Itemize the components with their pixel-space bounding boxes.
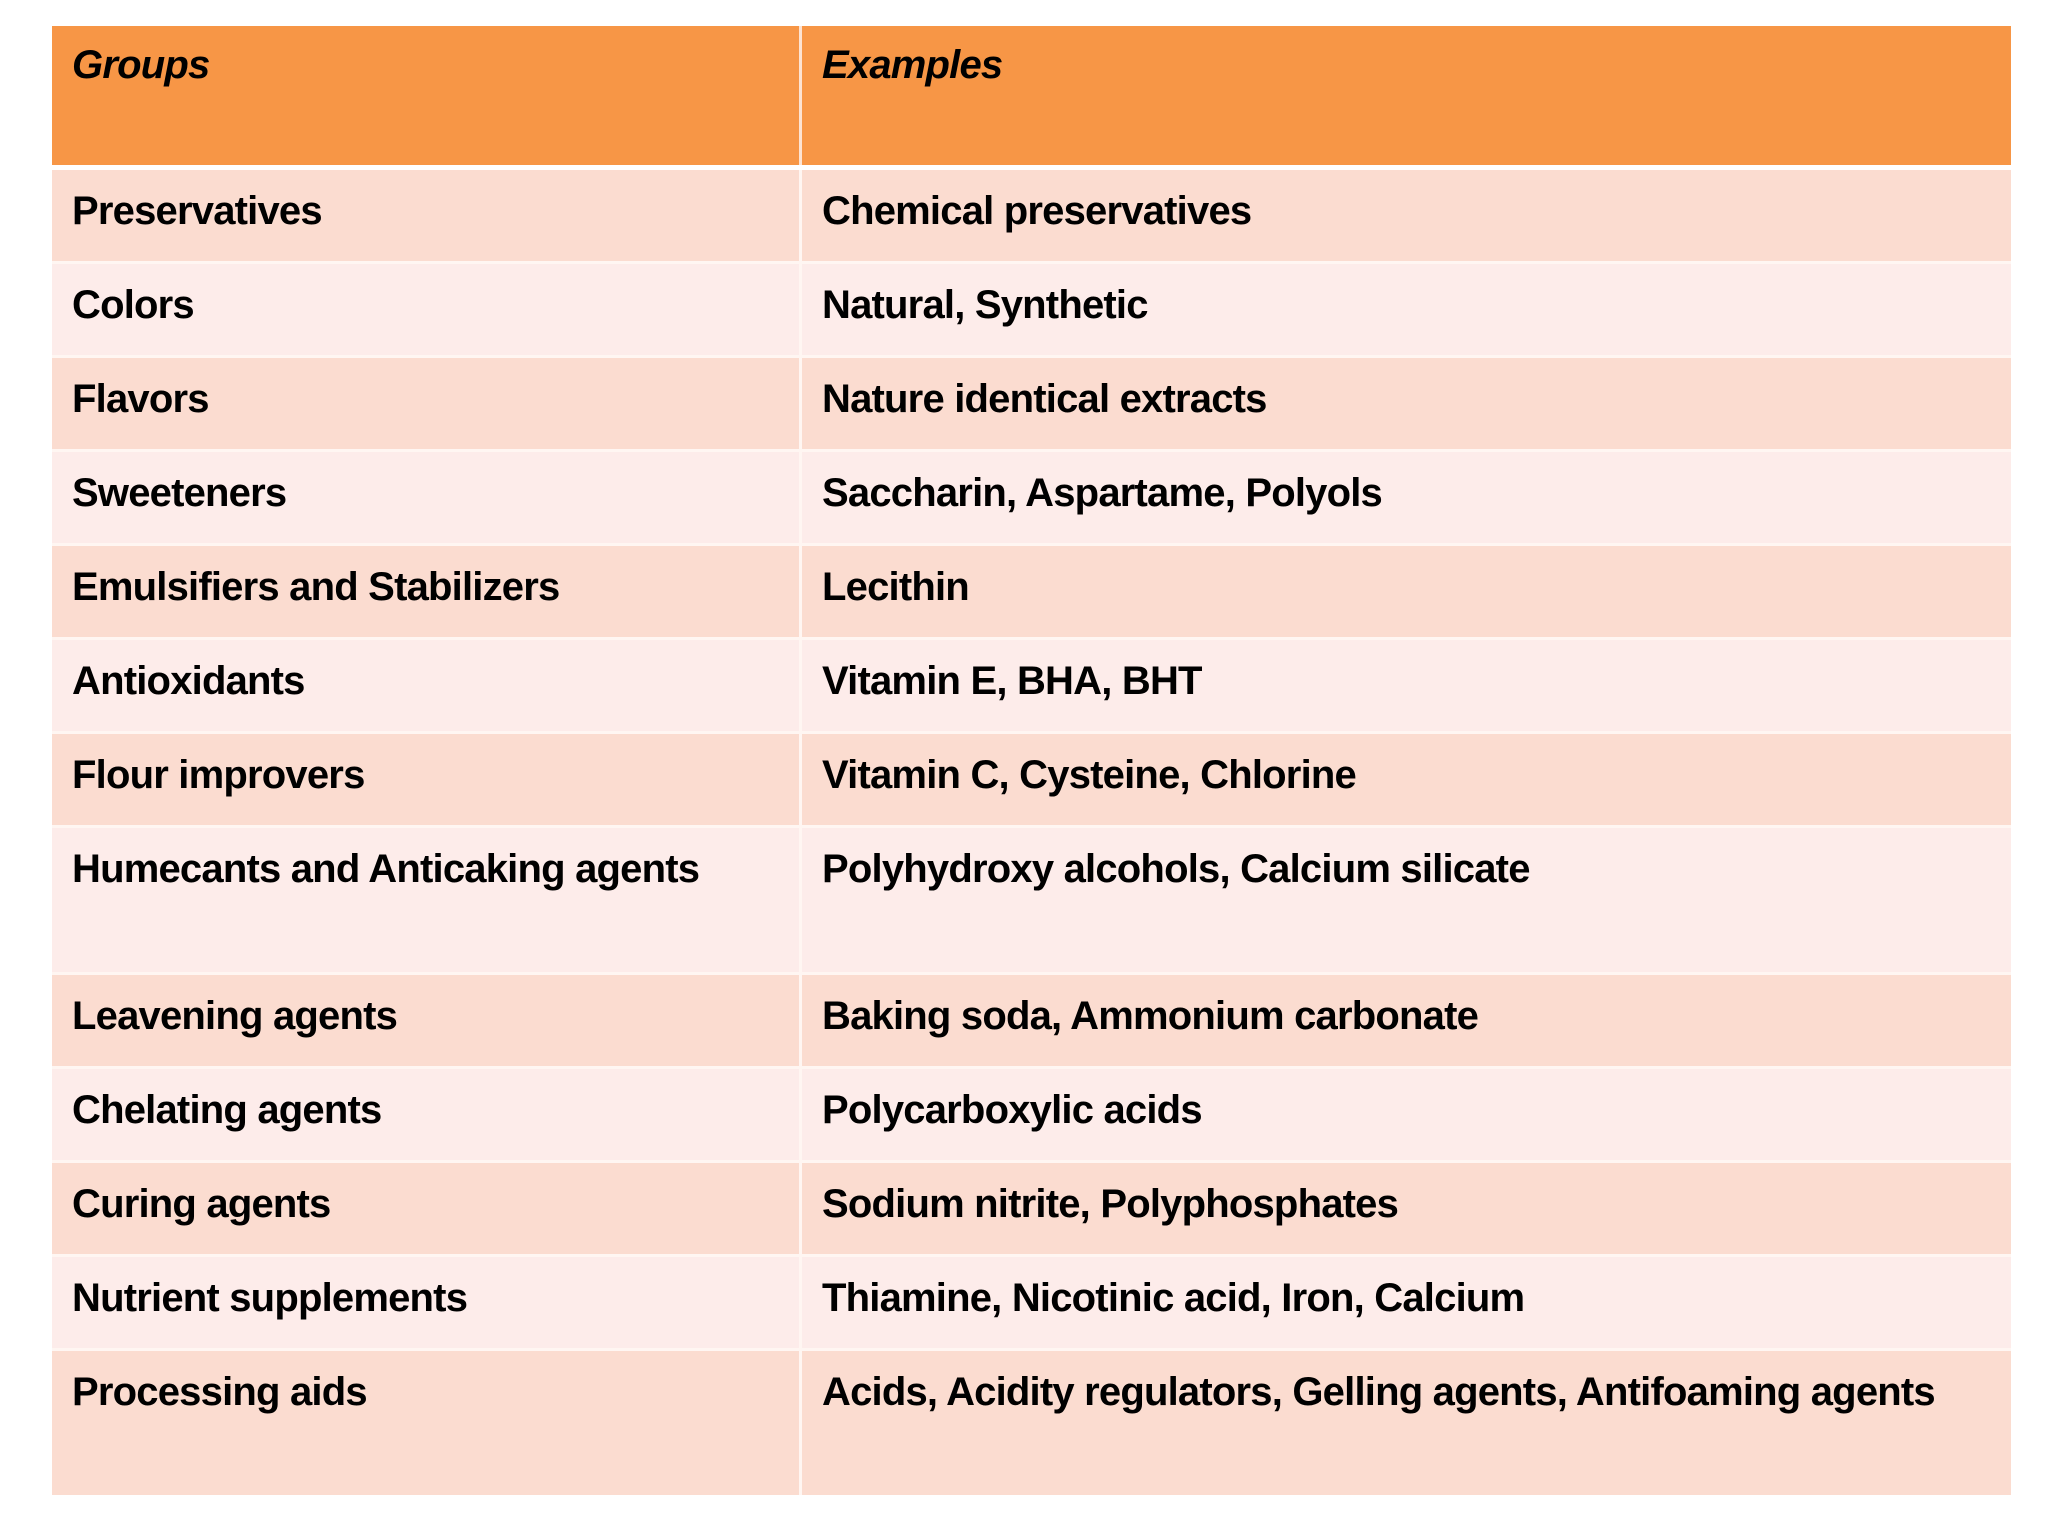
group-cell: Humecants and Anticaking agents xyxy=(52,828,802,972)
table-row: Flour improvers Vitamin C, Cysteine, Chl… xyxy=(52,734,2011,828)
examples-cell: Thiamine, Nicotinic acid, Iron, Calcium xyxy=(822,1276,1525,1320)
table-row: Leavening agents Baking soda, Ammonium c… xyxy=(52,975,2011,1069)
table-row: Preservatives Chemical preservatives xyxy=(52,170,2011,264)
group-cell: Processing aids xyxy=(52,1351,802,1495)
header-groups: Groups xyxy=(52,26,802,165)
table-row: Chelating agents Polycarboxylic acids xyxy=(52,1069,2011,1163)
group-cell: Chelating agents xyxy=(52,1069,802,1160)
table-row: Curing agents Sodium nitrite, Polyphosph… xyxy=(52,1163,2011,1257)
table-row: Colors Natural, Synthetic xyxy=(52,264,2011,358)
table-header-row: Groups Examples xyxy=(52,26,2011,170)
table-row: Humecants and Anticaking agents Polyhydr… xyxy=(52,828,2011,975)
examples-cell: Baking soda, Ammonium carbonate xyxy=(822,994,1479,1038)
examples-cell: Nature identical extracts xyxy=(822,377,1267,421)
group-cell: Curing agents xyxy=(52,1163,802,1254)
group-cell: Emulsifiers and Stabilizers xyxy=(52,546,802,637)
group-cell: Nutrient supplements xyxy=(52,1257,802,1348)
examples-cell: Vitamin C, Cysteine, Chlorine xyxy=(822,753,1357,797)
examples-cell: Chemical preservatives xyxy=(822,189,1252,233)
examples-cell: Sodium nitrite, Polyphosphates xyxy=(822,1182,1399,1226)
table-row: Processing aids Acids, Acidity regulator… xyxy=(52,1351,2011,1495)
examples-cell: Lecithin xyxy=(822,565,970,609)
group-cell: Preservatives xyxy=(52,170,802,261)
examples-cell: Polycarboxylic acids xyxy=(822,1088,1203,1132)
table-row: Antioxidants Vitamin E, BHA, BHT xyxy=(52,640,2011,734)
group-cell: Antioxidants xyxy=(52,640,802,731)
group-cell: Colors xyxy=(52,264,802,355)
table-row: Nutrient supplements Thiamine, Nicotinic… xyxy=(52,1257,2011,1351)
group-cell: Flour improvers xyxy=(52,734,802,825)
group-cell: Leavening agents xyxy=(52,975,802,1066)
table-row: Flavors Nature identical extracts xyxy=(52,358,2011,452)
examples-cell: Natural, Synthetic xyxy=(822,283,1148,327)
examples-cell: Saccharin, Aspartame, Polyols xyxy=(822,471,1383,515)
examples-cell: Vitamin E, BHA, BHT xyxy=(822,659,1202,703)
header-examples: Examples xyxy=(822,43,1003,87)
examples-cell: Polyhydroxy alcohols, Calcium silicate xyxy=(822,847,1530,891)
group-cell: Sweeteners xyxy=(52,452,802,543)
table-row: Sweeteners Saccharin, Aspartame, Polyols xyxy=(52,452,2011,546)
group-cell: Flavors xyxy=(52,358,802,449)
table-row: Emulsifiers and Stabilizers Lecithin xyxy=(52,546,2011,640)
food-additives-table: Groups Examples Preservatives Chemical p… xyxy=(52,26,2011,1495)
examples-cell: Acids, Acidity regulators, Gelling agent… xyxy=(822,1370,1936,1414)
